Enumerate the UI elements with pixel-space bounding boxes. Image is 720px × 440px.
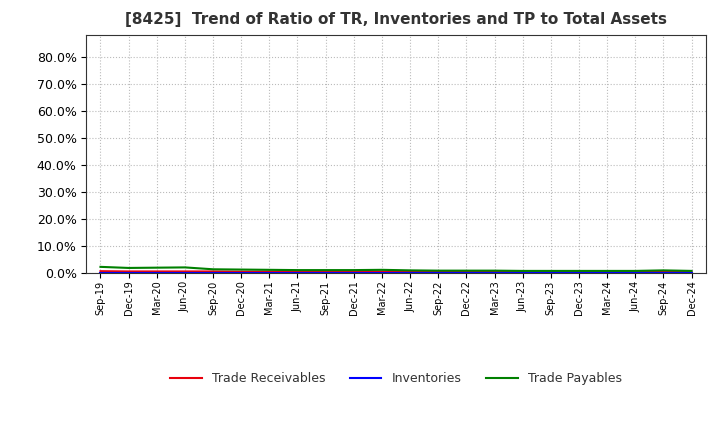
Trade Payables	[434, 268, 443, 273]
Inventories	[518, 270, 527, 275]
Trade Receivables	[153, 269, 161, 274]
Line: Trade Receivables: Trade Receivables	[101, 271, 691, 272]
Inventories	[687, 270, 696, 275]
Inventories	[462, 270, 471, 275]
Inventories	[125, 270, 133, 275]
Trade Receivables	[687, 269, 696, 275]
Trade Payables	[490, 268, 499, 273]
Trade Payables	[377, 267, 386, 272]
Trade Receivables	[434, 269, 443, 275]
Trade Receivables	[546, 269, 555, 275]
Inventories	[349, 270, 358, 275]
Trade Payables	[209, 267, 217, 272]
Inventories	[209, 270, 217, 275]
Inventories	[434, 270, 443, 275]
Line: Trade Payables: Trade Payables	[101, 267, 691, 271]
Trade Payables	[546, 268, 555, 274]
Trade Receivables	[631, 269, 639, 275]
Trade Receivables	[603, 269, 611, 275]
Trade Payables	[575, 268, 583, 274]
Trade Payables	[96, 264, 105, 269]
Trade Payables	[631, 268, 639, 274]
Trade Receivables	[349, 269, 358, 275]
Trade Receivables	[490, 269, 499, 275]
Inventories	[153, 270, 161, 275]
Trade Payables	[462, 268, 471, 273]
Trade Receivables	[265, 269, 274, 275]
Trade Payables	[237, 267, 246, 272]
Trade Receivables	[377, 269, 386, 275]
Trade Receivables	[321, 269, 330, 275]
Trade Payables	[125, 265, 133, 271]
Trade Payables	[603, 268, 611, 274]
Title: [8425]  Trend of Ratio of TR, Inventories and TP to Total Assets: [8425] Trend of Ratio of TR, Inventories…	[125, 12, 667, 27]
Trade Receivables	[209, 269, 217, 274]
Trade Receivables	[406, 269, 415, 275]
Trade Receivables	[181, 269, 189, 274]
Trade Receivables	[125, 269, 133, 274]
Inventories	[631, 270, 639, 275]
Inventories	[603, 270, 611, 275]
Trade Payables	[349, 268, 358, 273]
Trade Payables	[687, 268, 696, 274]
Trade Receivables	[659, 269, 667, 275]
Inventories	[321, 270, 330, 275]
Inventories	[659, 270, 667, 275]
Inventories	[96, 270, 105, 275]
Trade Payables	[659, 268, 667, 273]
Trade Payables	[265, 267, 274, 272]
Trade Receivables	[293, 269, 302, 275]
Inventories	[237, 270, 246, 275]
Inventories	[265, 270, 274, 275]
Inventories	[490, 270, 499, 275]
Trade Payables	[293, 268, 302, 273]
Legend: Trade Receivables, Inventories, Trade Payables: Trade Receivables, Inventories, Trade Pa…	[166, 367, 626, 390]
Trade Payables	[518, 268, 527, 274]
Trade Receivables	[518, 269, 527, 275]
Trade Receivables	[237, 269, 246, 275]
Trade Receivables	[462, 269, 471, 275]
Trade Payables	[181, 265, 189, 270]
Inventories	[377, 270, 386, 275]
Trade Receivables	[575, 269, 583, 275]
Inventories	[546, 270, 555, 275]
Trade Payables	[406, 268, 415, 273]
Inventories	[406, 270, 415, 275]
Trade Payables	[321, 268, 330, 273]
Trade Receivables	[96, 268, 105, 274]
Inventories	[293, 270, 302, 275]
Trade Payables	[153, 265, 161, 270]
Inventories	[181, 270, 189, 275]
Inventories	[575, 270, 583, 275]
